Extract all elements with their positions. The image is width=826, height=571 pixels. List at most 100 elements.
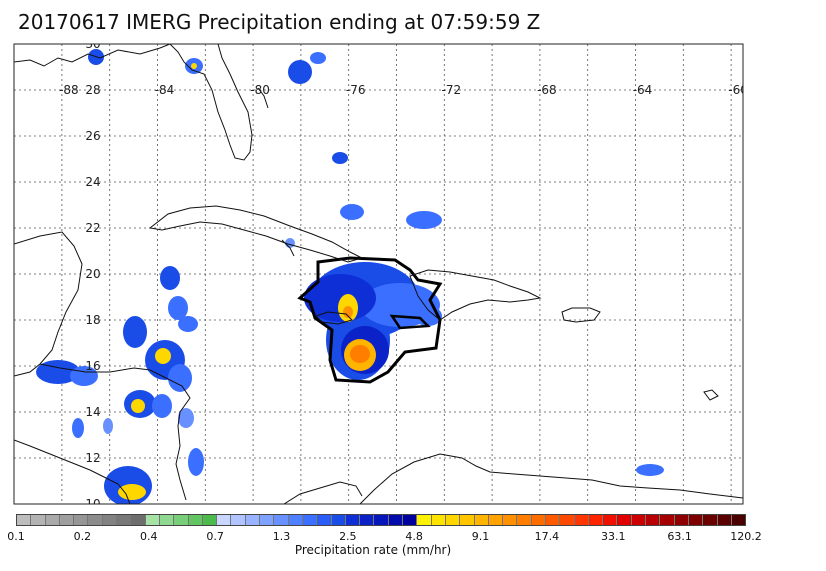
precip-cell xyxy=(123,316,147,348)
colorbar-swatch xyxy=(17,515,32,525)
colorbar-swatch xyxy=(731,515,746,525)
colorbar-tick-label: 33.1 xyxy=(601,530,626,543)
latitude-label: 16 xyxy=(85,359,100,373)
precip-cell xyxy=(168,364,192,392)
latitude-labels: 30 28 26 24 22 20 18 16 14 12 10 xyxy=(85,37,100,511)
colorbar-swatch xyxy=(317,515,332,525)
precip-cell xyxy=(343,306,353,318)
colorbar-swatch xyxy=(274,515,289,525)
precip-cell xyxy=(188,448,204,476)
colorbar-swatch xyxy=(717,515,732,525)
precip-cell xyxy=(155,348,171,364)
colorbar-tick-label: 1.3 xyxy=(272,530,291,543)
precip-cell xyxy=(36,360,80,384)
colorbar-swatch xyxy=(74,515,89,525)
precipitation-colorbar xyxy=(16,514,746,526)
colorbar-tick-label: 63.1 xyxy=(667,530,692,543)
colorbar-swatch xyxy=(617,515,632,525)
colorbar-swatch xyxy=(603,515,618,525)
colorbar-tick-label: 0.7 xyxy=(206,530,224,543)
colorbar-swatch xyxy=(488,515,504,525)
colorbar-swatch xyxy=(517,515,532,525)
colorbar-swatch xyxy=(388,515,404,525)
colorbar-swatch xyxy=(531,515,546,525)
colorbar-tick-label: 120.2 xyxy=(730,530,762,543)
map-frame-border xyxy=(13,43,744,505)
colorbar-swatch xyxy=(374,515,389,525)
colorbar-swatch xyxy=(245,515,261,525)
latitude-label: 28 xyxy=(85,83,100,97)
colorbar-swatch xyxy=(503,515,518,525)
colorbar-tick-label: 9.1 xyxy=(471,530,490,543)
colorbar-swatch xyxy=(345,515,361,525)
precip-cell xyxy=(103,418,113,434)
latitude-label: 22 xyxy=(85,221,100,235)
longitude-label: -64 xyxy=(633,83,653,97)
colorbar-tick-label: 0.2 xyxy=(73,530,92,543)
colorbar-swatch xyxy=(674,515,689,525)
colorbar-tick-label: 2.5 xyxy=(339,530,357,543)
colorbar-swatch xyxy=(445,515,461,525)
precip-cell xyxy=(160,266,180,290)
precip-cell xyxy=(310,52,326,64)
latitude-label: 18 xyxy=(85,313,100,327)
latitude-label: 26 xyxy=(85,129,100,143)
colorbar-swatch xyxy=(403,515,418,525)
precip-cell xyxy=(340,204,364,220)
colorbar-label: Precipitation rate (mm/hr) xyxy=(294,543,452,557)
latitude-label: 24 xyxy=(85,175,100,189)
colorbar-swatch xyxy=(588,515,604,525)
colorbar-swatch xyxy=(331,515,346,525)
colorbar-swatch xyxy=(102,515,118,525)
colorbar-swatch xyxy=(117,515,132,525)
precip-cell xyxy=(118,484,146,500)
precip-system-outline xyxy=(297,256,443,384)
precip-cell xyxy=(168,296,188,320)
longitude-label: -76 xyxy=(346,83,366,97)
longitude-label: -88 xyxy=(59,83,79,97)
colorbar-swatch xyxy=(31,515,46,525)
precip-cell xyxy=(178,316,198,332)
colorbar-swatch xyxy=(474,515,489,525)
colorbar-swatch xyxy=(260,515,275,525)
colorbar-swatch xyxy=(688,515,704,525)
latitude-label: 30 xyxy=(85,37,100,51)
colorbar-swatch xyxy=(460,515,475,525)
colorbar-swatch xyxy=(431,515,446,525)
colorbar-swatch xyxy=(131,515,146,525)
latitude-label: 10 xyxy=(85,497,100,511)
colorbar-swatch xyxy=(574,515,589,525)
latitude-label: 14 xyxy=(85,405,100,419)
colorbar-swatch xyxy=(545,515,561,525)
colorbar-swatch xyxy=(660,515,675,525)
latitude-label: 20 xyxy=(85,267,100,281)
colorbar-swatch xyxy=(560,515,575,525)
longitude-label: -84 xyxy=(155,83,175,97)
precip-cell xyxy=(131,399,145,413)
colorbar-swatch xyxy=(302,515,318,525)
colorbar-swatch xyxy=(145,515,160,525)
colorbar-tick-label: 17.4 xyxy=(534,530,560,543)
precip-cell xyxy=(406,211,442,229)
colorbar-swatch xyxy=(59,515,75,525)
map-title: 20170617 IMERG Precipitation ending at 0… xyxy=(18,10,541,34)
longitude-label: -80 xyxy=(250,83,270,97)
colorbar-swatch xyxy=(88,515,103,525)
precipitation-field xyxy=(36,49,664,504)
colorbar-swatch xyxy=(631,515,647,525)
colorbar-swatch xyxy=(703,515,718,525)
colorbar-swatch xyxy=(188,515,203,525)
longitude-label: -68 xyxy=(537,83,557,97)
colorbar-swatch xyxy=(646,515,661,525)
precip-cell xyxy=(636,464,664,476)
colorbar-swatch xyxy=(159,515,175,525)
precip-system-inner-outline xyxy=(389,314,431,330)
precip-cell xyxy=(178,408,194,428)
precip-cell xyxy=(288,60,312,84)
latitude-label: 12 xyxy=(85,451,100,465)
colorbar-swatch xyxy=(231,515,246,525)
colorbar-swatch xyxy=(360,515,375,525)
colorbar-swatch xyxy=(217,515,232,525)
longitude-label: -72 xyxy=(441,83,461,97)
